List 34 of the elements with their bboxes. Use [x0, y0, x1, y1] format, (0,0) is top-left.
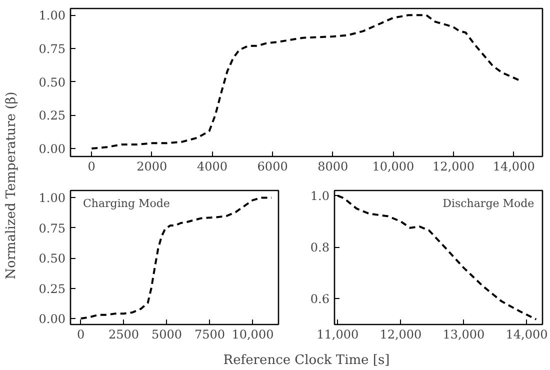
- x-tick-label: 12,000: [380, 328, 422, 342]
- x-tick-label: 14,000: [492, 160, 535, 174]
- x-tick-label: 11,000: [316, 328, 359, 342]
- y-tick-label: 0.6: [310, 292, 330, 306]
- y-tick-label: 0.50: [38, 75, 66, 90]
- x-tick-label: 12,000: [432, 160, 475, 174]
- x-tick-label: 2500: [108, 328, 140, 342]
- x-tick-label: 4000: [196, 160, 228, 174]
- x-tick-label: 13,000: [442, 328, 485, 342]
- x-tick-label: 10,000: [232, 328, 274, 342]
- y-tick-label: 0.75: [38, 221, 66, 236]
- x-tick-label: 10,000: [372, 160, 414, 174]
- x-tick-label: 5000: [151, 328, 182, 342]
- x-axis-title: Reference Clock Time [s]: [223, 353, 390, 368]
- x-tick-label: 2000: [136, 160, 168, 174]
- y-tick-label: 1.00: [38, 8, 66, 23]
- y-tick-label: 0.00: [38, 142, 66, 156]
- y-tick-label: 0.25: [38, 108, 66, 123]
- annotation: Charging Mode: [82, 197, 170, 210]
- y-tick-label: 0.8: [310, 240, 330, 255]
- annotation: Discharge Mode: [442, 197, 534, 210]
- x-tick-label: 6000: [257, 160, 288, 174]
- y-axis-title: Normalized Temperature (β): [4, 92, 19, 280]
- y-tick-label: 1.00: [38, 191, 66, 206]
- x-tick-label: 0: [88, 160, 96, 174]
- x-tick-label: 0: [76, 328, 85, 342]
- y-tick-label: 0.75: [38, 42, 66, 56]
- x-tick-label: 8000: [318, 160, 348, 174]
- x-tick-label: 7500: [194, 328, 226, 342]
- y-tick-label: 0.00: [38, 312, 66, 326]
- x-tick-label: 14,000: [506, 328, 548, 342]
- y-tick-label: 0.25: [38, 282, 66, 296]
- y-tick-label: 0.50: [38, 252, 66, 266]
- y-tick-label: 1.0: [310, 189, 330, 204]
